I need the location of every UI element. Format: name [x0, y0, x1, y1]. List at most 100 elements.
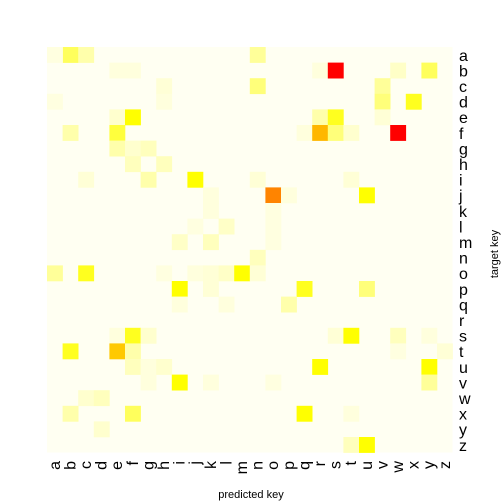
heatmap-cell-m-i — [172, 234, 188, 250]
x-tick-a: a — [47, 461, 64, 470]
x-tick-b: b — [62, 461, 79, 470]
x-tick-o: o — [265, 461, 282, 470]
x-tick-q: q — [296, 461, 313, 470]
y-tick-a: a — [459, 48, 468, 65]
heatmap-cell-f-r — [312, 125, 328, 141]
heatmap-cells — [47, 47, 453, 453]
x-tick-v: v — [374, 461, 391, 469]
y-tick-r: r — [459, 313, 465, 330]
y-tick-t: t — [459, 344, 464, 361]
heatmap-cell-a-c — [78, 47, 94, 63]
heatmap-cell-m-o — [265, 234, 281, 250]
y-tick-c: c — [459, 79, 467, 96]
heatmap-cell-i-n — [250, 172, 266, 188]
heatmap-cell-b-s — [328, 63, 344, 79]
heatmap-cell-o-a — [47, 265, 63, 281]
heatmap-cell-o-c — [78, 265, 94, 281]
heatmap-cell-q-l — [219, 297, 235, 313]
heatmap-cell-o-l — [219, 265, 235, 281]
heatmap-cell-p-k — [203, 281, 219, 297]
heatmap-cell-q-i — [172, 297, 188, 313]
heatmap-cell-x-q — [297, 406, 313, 422]
heatmap-cell-x-t — [343, 406, 359, 422]
heatmap-cell-e-s — [328, 109, 344, 125]
heatmap-cell-j-p — [281, 187, 297, 203]
y-tick-j: j — [458, 188, 463, 205]
x-tick-h: h — [156, 461, 173, 470]
y-tick-e: e — [459, 110, 468, 127]
heatmap-cell-e-r — [312, 109, 328, 125]
heatmap-cell-j-u — [359, 187, 375, 203]
heatmap-cell-v-k — [203, 375, 219, 391]
x-tick-l: l — [218, 461, 235, 465]
heatmap-cell-t-w — [390, 343, 406, 359]
x-tick-y: y — [421, 461, 438, 469]
heatmap-cell-u-f — [125, 359, 141, 375]
heatmap-cell-p-u — [359, 281, 375, 297]
heatmap-cell-l-l — [219, 219, 235, 235]
heatmap-cell-h-h — [156, 156, 172, 172]
x-tick-j: j — [187, 461, 204, 466]
heatmap-cell-e-v — [375, 109, 391, 125]
heatmap-cell-x-f — [125, 406, 141, 422]
heatmap-cell-k-k — [203, 203, 219, 219]
heatmap-cell-c-v — [375, 78, 391, 94]
heatmap-cell-j-k — [203, 187, 219, 203]
x-tick-s: s — [328, 461, 345, 469]
x-tick-r: r — [312, 460, 329, 466]
heatmap-cell-t-b — [63, 343, 79, 359]
heatmap-cell-t-e — [109, 343, 125, 359]
heatmap-cell-f-t — [343, 125, 359, 141]
heatmap-cell-a-a — [47, 47, 63, 63]
y-tick-s: s — [459, 329, 467, 346]
heatmap-cell-f-b — [63, 125, 79, 141]
x-tick-c: c — [78, 461, 95, 469]
heatmap-cell-o-j — [187, 265, 203, 281]
heatmap-cell-g-f — [125, 141, 141, 157]
heatmap-cell-t-f — [125, 343, 141, 359]
heatmap-cell-x-b — [63, 406, 79, 422]
heatmap-cell-u-r — [312, 359, 328, 375]
heatmap-cell-u-y — [421, 359, 437, 375]
heatmap-cell-f-s — [328, 125, 344, 141]
heatmap-cell-b-w — [390, 63, 406, 79]
x-tick-p: p — [281, 461, 298, 470]
heatmap-cell-q-p — [281, 297, 297, 313]
heatmap-cell-v-y — [421, 375, 437, 391]
heatmap-cell-b-f — [125, 63, 141, 79]
heatmap-cell-b-r — [312, 63, 328, 79]
heatmap-cell-i-g — [141, 172, 157, 188]
y-tick-l: l — [459, 219, 463, 236]
heatmap-cell-b-y — [421, 63, 437, 79]
heatmap-cell-s-f — [125, 328, 141, 344]
x-tick-d: d — [94, 461, 111, 470]
heatmap-cell-c-h — [156, 78, 172, 94]
y-tick-y: y — [459, 422, 467, 439]
heatmap-cell-o-k — [203, 265, 219, 281]
heatmap-cell-d-h — [156, 94, 172, 110]
heatmap-cell-t-z — [437, 343, 453, 359]
heatmap-cell-i-t — [343, 172, 359, 188]
heatmap-cell-o-h — [156, 265, 172, 281]
y-tick-m: m — [459, 235, 472, 252]
y-tick-n: n — [459, 251, 468, 268]
heatmap-cell-w-c — [78, 390, 94, 406]
heatmap-cell-f-w — [390, 125, 406, 141]
heatmap-cell-u-h — [156, 359, 172, 375]
heatmap-cell-w-d — [94, 390, 110, 406]
y-tick-h: h — [459, 157, 468, 174]
heatmap-cell-m-k — [203, 234, 219, 250]
heatmap-cell-s-w — [390, 328, 406, 344]
x-axis-label: predicted key — [218, 489, 284, 501]
x-tick-t: t — [343, 460, 360, 465]
heatmap-cell-i-j — [187, 172, 203, 188]
y-axis-label: target key — [489, 229, 501, 278]
heatmap-cell-c-n — [250, 78, 266, 94]
heatmap-cell-i-c — [78, 172, 94, 188]
heatmap-cell-e-e — [109, 109, 125, 125]
heatmap-cell-s-g — [141, 328, 157, 344]
heatmap-cell-z-u — [359, 437, 375, 453]
heatmap-cell-d-a — [47, 94, 63, 110]
heatmap-cell-h-f — [125, 156, 141, 172]
